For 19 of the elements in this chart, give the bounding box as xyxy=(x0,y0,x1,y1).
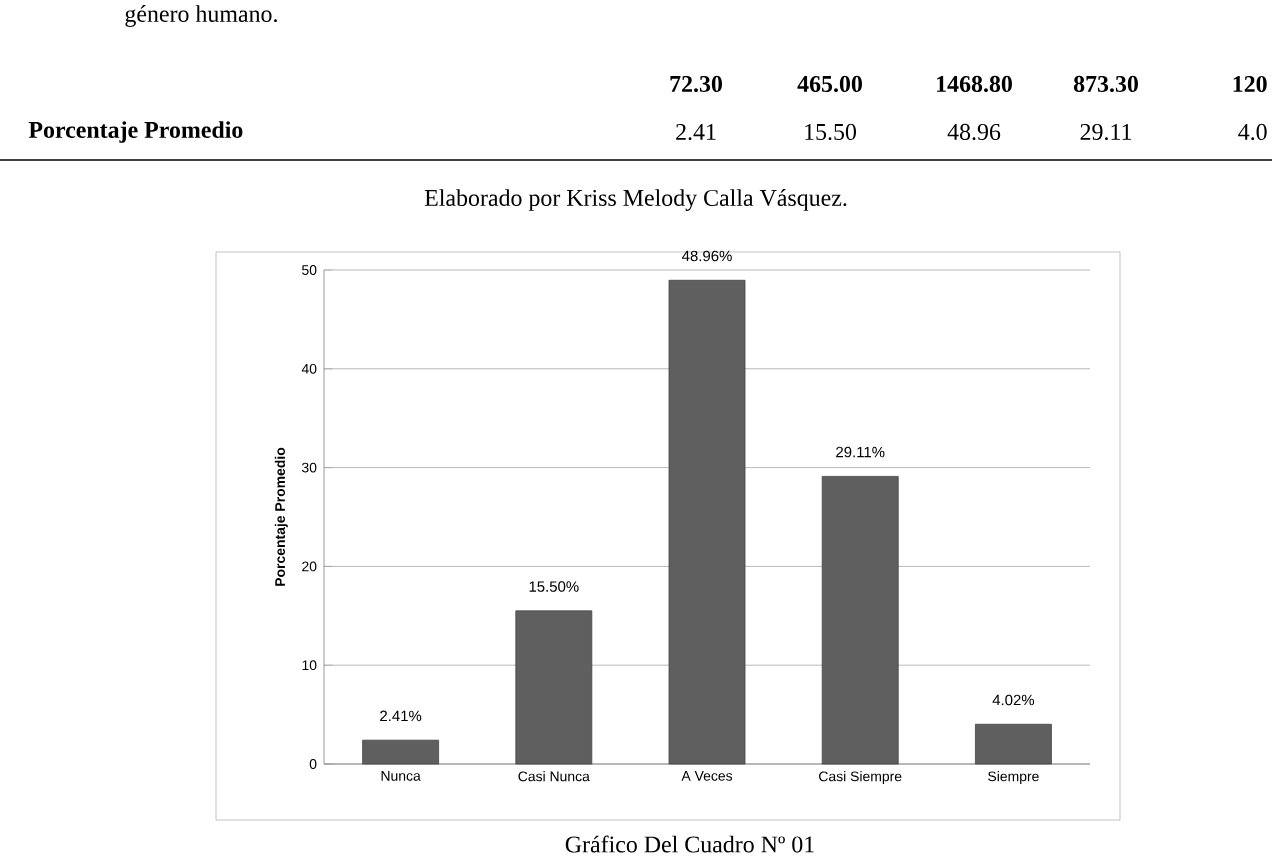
text: 48.96 xyxy=(947,123,1001,141)
text: 120 xyxy=(1233,75,1267,93)
text: 465.00 xyxy=(797,75,862,93)
bar xyxy=(668,279,746,765)
text: 873.30 xyxy=(1073,75,1138,93)
text: Elaborado por Kriss Melody Calla Vásquez. xyxy=(424,189,847,211)
text: género humano. xyxy=(125,5,277,27)
text: 1468.80 xyxy=(937,75,1012,93)
bar xyxy=(821,475,899,765)
text: Gráfico Del Cuadro Nº 01 xyxy=(565,835,814,853)
bar xyxy=(515,610,593,765)
text: 15.50 xyxy=(805,123,856,141)
bar xyxy=(362,739,440,765)
text: 72.30 xyxy=(670,75,722,93)
text: 29.11 xyxy=(1080,123,1132,141)
text: 4.0 xyxy=(1238,123,1267,141)
text: Porcentaje Promedio xyxy=(28,121,243,143)
bar xyxy=(975,723,1052,765)
text: 2.41 xyxy=(676,123,716,141)
